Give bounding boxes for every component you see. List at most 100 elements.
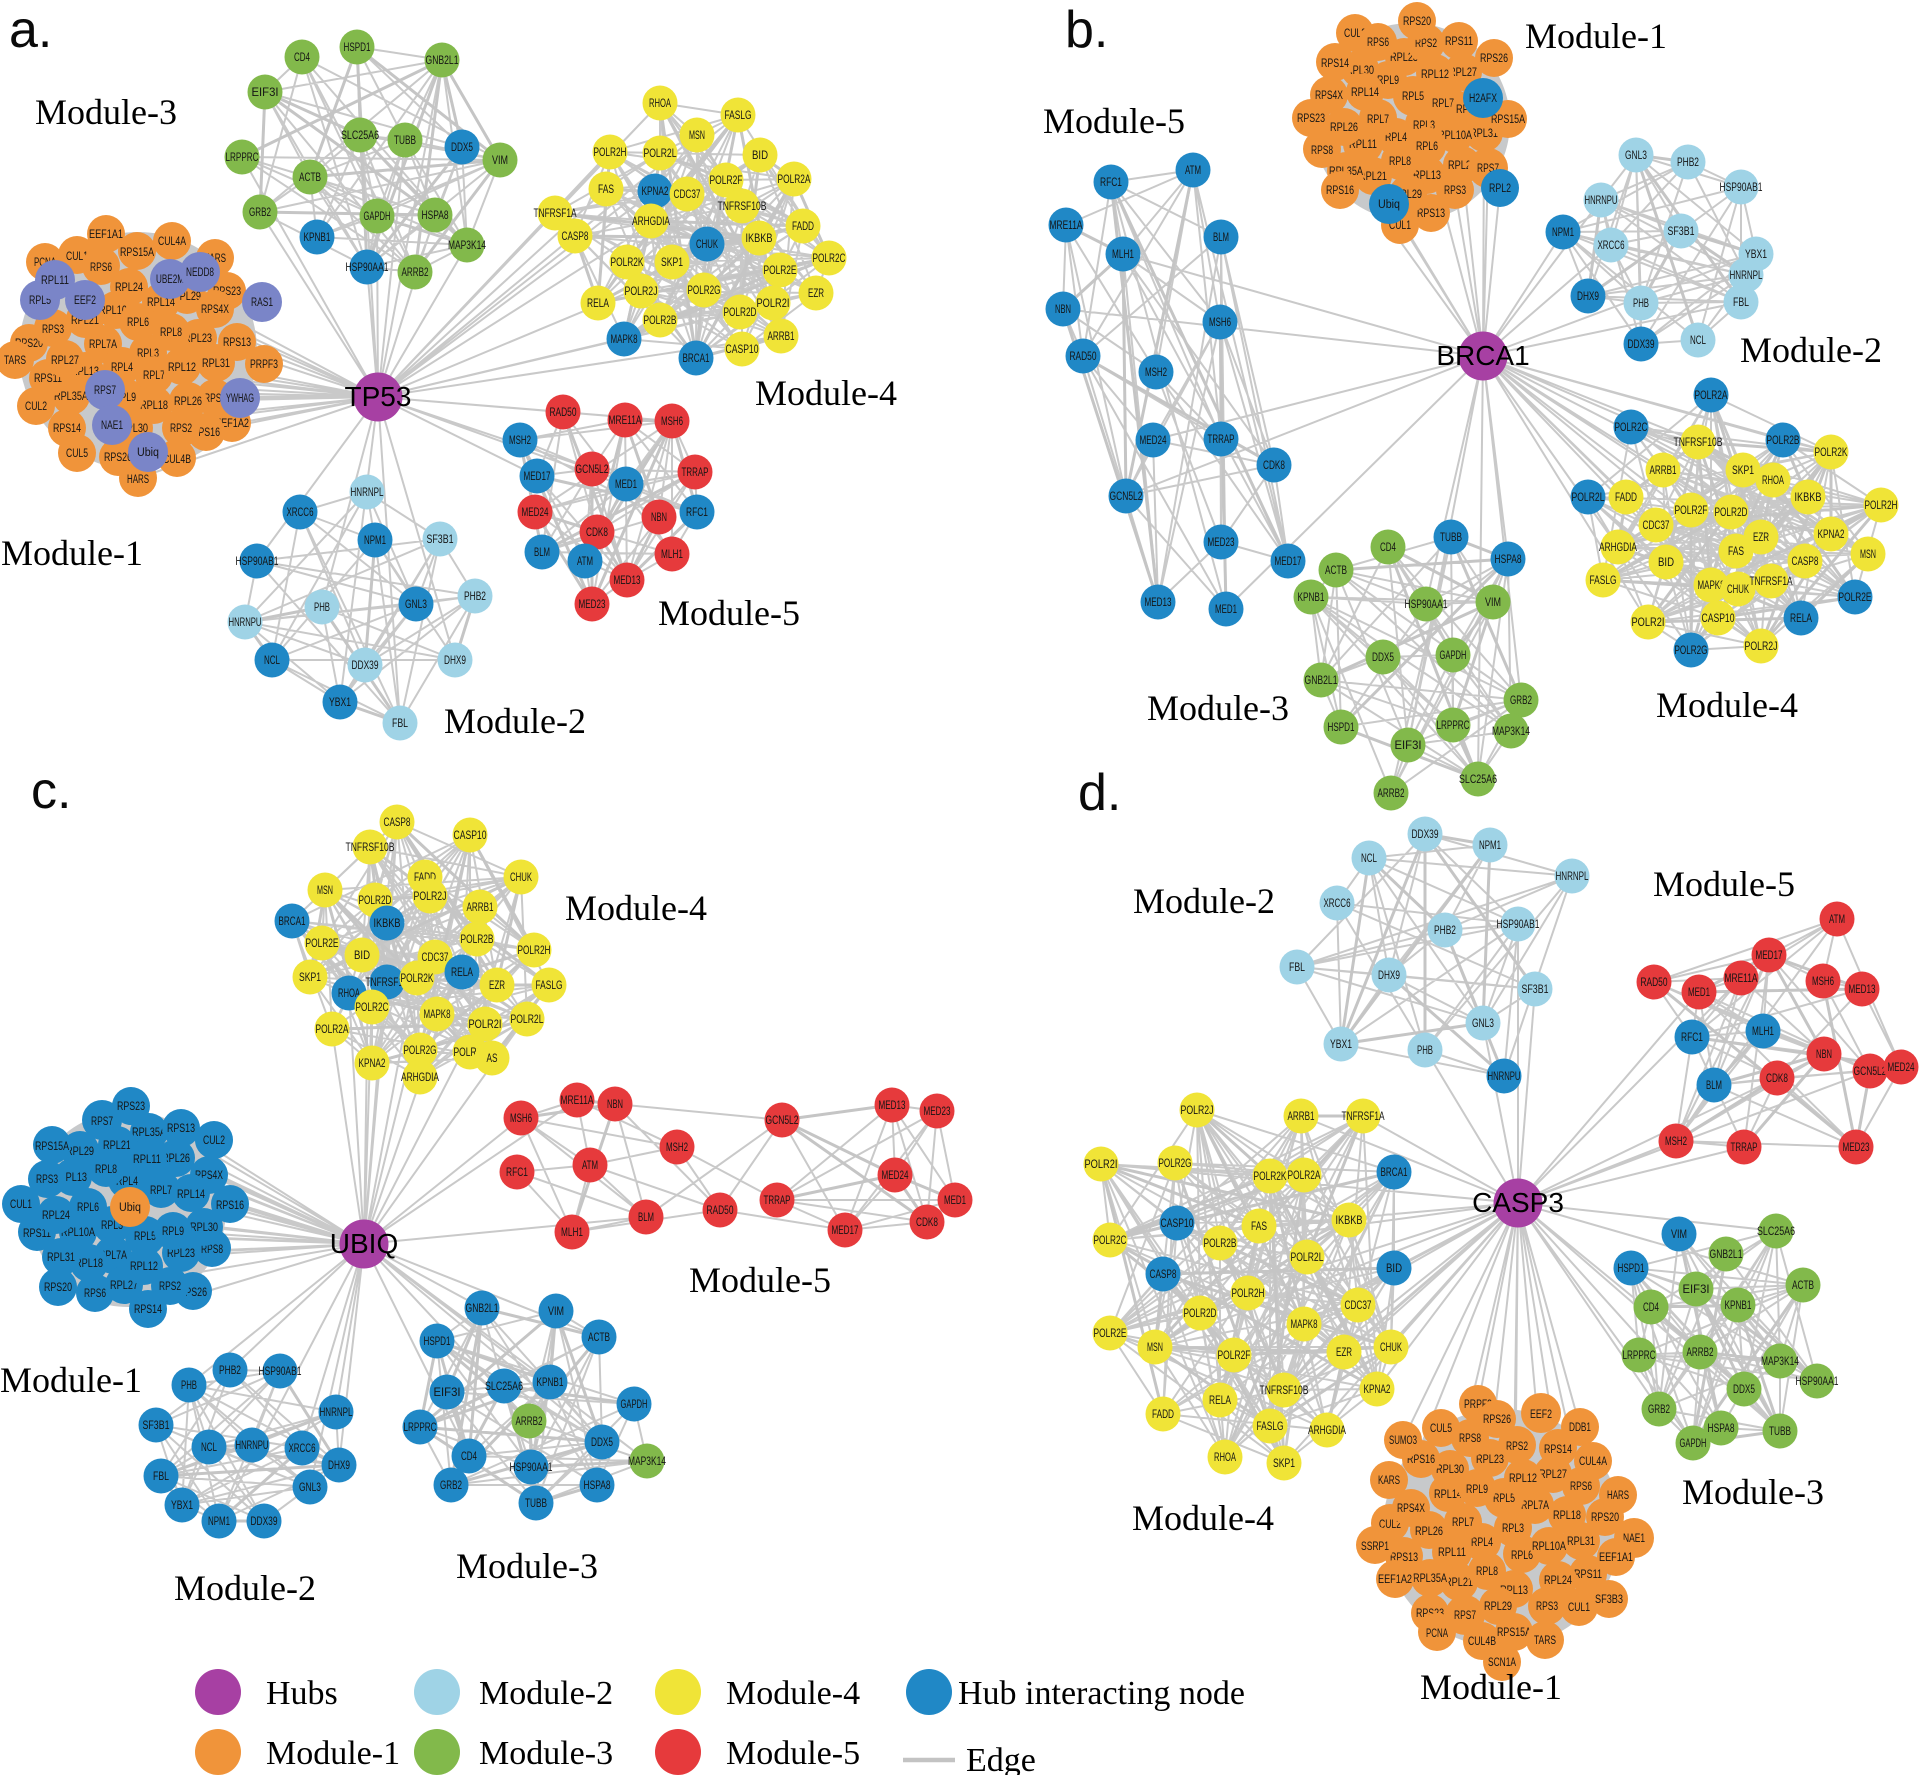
svg-text:RPS6: RPS6 [90, 260, 112, 274]
svg-text:MSH6: MSH6 [1812, 974, 1834, 988]
svg-text:NEDD8: NEDD8 [186, 265, 214, 279]
svg-text:EIF3I: EIF3I [1395, 738, 1422, 752]
svg-text:RPS6: RPS6 [1367, 35, 1389, 49]
svg-text:RPL4: RPL4 [1471, 1535, 1493, 1549]
svg-text:TUBB: TUBB [1440, 530, 1462, 544]
svg-text:POLR2A: POLR2A [1695, 388, 1728, 402]
svg-text:TNFRSF10B: TNFRSF10B [1674, 435, 1723, 449]
svg-text:CUL4A: CUL4A [1579, 1454, 1608, 1468]
svg-text:SSRP1: SSRP1 [1361, 1539, 1389, 1553]
svg-text:RPL31: RPL31 [1470, 126, 1498, 140]
svg-text:d.: d. [1078, 764, 1121, 822]
svg-text:Module-3: Module-3 [1147, 688, 1289, 728]
svg-text:CDC37: CDC37 [674, 187, 701, 201]
svg-text:XRCC6: XRCC6 [289, 1441, 316, 1455]
svg-text:RPS13: RPS13 [1417, 206, 1445, 220]
svg-text:RPL27: RPL27 [1539, 1467, 1567, 1481]
svg-text:RPS14: RPS14 [1321, 56, 1349, 70]
svg-text:NCL: NCL [1361, 851, 1377, 865]
svg-text:DDX5: DDX5 [1372, 650, 1394, 664]
svg-text:NPM1: NPM1 [1479, 838, 1501, 852]
svg-text:RPL23: RPL23 [1476, 1452, 1504, 1466]
svg-text:ARRB1: ARRB1 [1288, 1109, 1315, 1123]
svg-text:RPL12: RPL12 [1509, 1471, 1537, 1485]
svg-text:Ubiq: Ubiq [137, 445, 159, 459]
svg-text:NBN: NBN [1816, 1047, 1832, 1061]
svg-text:CHUK: CHUK [1727, 582, 1749, 596]
svg-text:TNFRSF10B: TNFRSF10B [718, 199, 767, 213]
svg-text:POLR2B: POLR2B [1767, 433, 1800, 447]
svg-text:POLR2B: POLR2B [1204, 1236, 1237, 1250]
svg-text:MLH1: MLH1 [661, 547, 683, 561]
svg-text:RELA: RELA [587, 296, 609, 310]
svg-text:CHUK: CHUK [1380, 1340, 1402, 1354]
svg-text:RPL31: RPL31 [1567, 1534, 1595, 1548]
svg-text:SLC25A6: SLC25A6 [341, 128, 379, 142]
svg-text:CUL5: CUL5 [1430, 1421, 1452, 1435]
svg-text:RPL13: RPL13 [59, 1170, 87, 1184]
svg-text:Edge: Edge [966, 1742, 1036, 1775]
svg-text:RPS16: RPS16 [216, 1198, 244, 1212]
svg-text:BLM: BLM [638, 1210, 654, 1224]
svg-text:MED1: MED1 [1215, 602, 1237, 616]
svg-text:LRPPRC: LRPPRC [1437, 718, 1470, 732]
svg-text:POLR2D: POLR2D [359, 893, 392, 907]
svg-text:BLM: BLM [534, 545, 550, 559]
svg-text:KPNB1: KPNB1 [537, 1375, 564, 1389]
svg-text:CASP10: CASP10 [1161, 1216, 1194, 1230]
svg-text:BID: BID [354, 948, 370, 962]
svg-text:Module-5: Module-5 [658, 593, 800, 633]
svg-text:HNRNPU: HNRNPU [229, 615, 262, 629]
svg-text:PHB: PHB [1417, 1043, 1433, 1057]
svg-text:Module-4: Module-4 [1132, 1498, 1274, 1538]
svg-text:CUL1: CUL1 [1568, 1600, 1590, 1614]
svg-text:GAPDH: GAPDH [364, 209, 391, 223]
svg-text:EZR: EZR [1336, 1345, 1352, 1359]
svg-text:NPM1: NPM1 [1552, 225, 1574, 239]
svg-text:ACTB: ACTB [588, 1330, 610, 1344]
svg-text:MSN: MSN [1860, 547, 1876, 561]
svg-text:MSH2: MSH2 [666, 1140, 688, 1154]
svg-text:RPL24: RPL24 [42, 1208, 70, 1222]
svg-text:ARRB2: ARRB2 [1687, 1345, 1714, 1359]
svg-text:RPS13: RPS13 [167, 1121, 195, 1135]
svg-text:RFC1: RFC1 [1681, 1030, 1703, 1044]
svg-text:HSPD1: HSPD1 [1328, 720, 1355, 734]
svg-text:KPNB1: KPNB1 [1725, 1298, 1752, 1312]
svg-text:MAP3K14: MAP3K14 [1492, 724, 1530, 738]
svg-text:SF3B3: SF3B3 [1595, 1592, 1623, 1606]
svg-text:POLR2L: POLR2L [1291, 1250, 1324, 1264]
svg-text:TNFRSF10B: TNFRSF10B [1260, 1383, 1309, 1397]
svg-text:DDX5: DDX5 [591, 1435, 613, 1449]
svg-text:POLR2C: POLR2C [813, 251, 846, 265]
svg-text:ATM: ATM [577, 554, 593, 568]
svg-text:RPS4X: RPS4X [1315, 88, 1343, 102]
svg-text:RPL35A: RPL35A [54, 389, 89, 403]
svg-text:POLR2G: POLR2G [1675, 643, 1708, 657]
svg-text:HSP90AA1: HSP90AA1 [1405, 597, 1448, 611]
svg-text:LRPPRC: LRPPRC [1623, 1348, 1656, 1362]
svg-text:FADD: FADD [1615, 490, 1637, 504]
svg-text:POLR2B: POLR2B [644, 313, 677, 327]
svg-text:MED24: MED24 [1140, 433, 1167, 447]
svg-text:MAPK8: MAPK8 [611, 332, 638, 346]
svg-text:RPS4X: RPS4X [201, 302, 229, 316]
svg-text:YBX1: YBX1 [1745, 247, 1767, 261]
svg-text:RELA: RELA [1790, 611, 1812, 625]
svg-text:RPL11: RPL11 [133, 1152, 161, 1166]
svg-text:RPL18: RPL18 [140, 398, 168, 412]
svg-text:RPL14: RPL14 [1434, 1487, 1462, 1501]
svg-text:CASP10: CASP10 [454, 828, 487, 842]
svg-text:ARHGDIA: ARHGDIA [632, 214, 670, 228]
svg-text:RPS3: RPS3 [42, 322, 64, 336]
svg-text:TUBB: TUBB [1769, 1424, 1791, 1438]
svg-text:HSP90AB1: HSP90AB1 [1720, 180, 1763, 194]
svg-text:CD4: CD4 [1380, 540, 1396, 554]
svg-text:Module-3: Module-3 [1682, 1472, 1824, 1512]
svg-text:CHUK: CHUK [696, 237, 718, 251]
svg-text:RHOA: RHOA [1214, 1450, 1236, 1464]
svg-text:HSPA8: HSPA8 [1495, 552, 1522, 566]
svg-text:Module-5: Module-5 [1043, 101, 1185, 141]
svg-text:Module-4: Module-4 [1656, 685, 1798, 725]
svg-text:IKBKB: IKBKB [746, 231, 773, 245]
